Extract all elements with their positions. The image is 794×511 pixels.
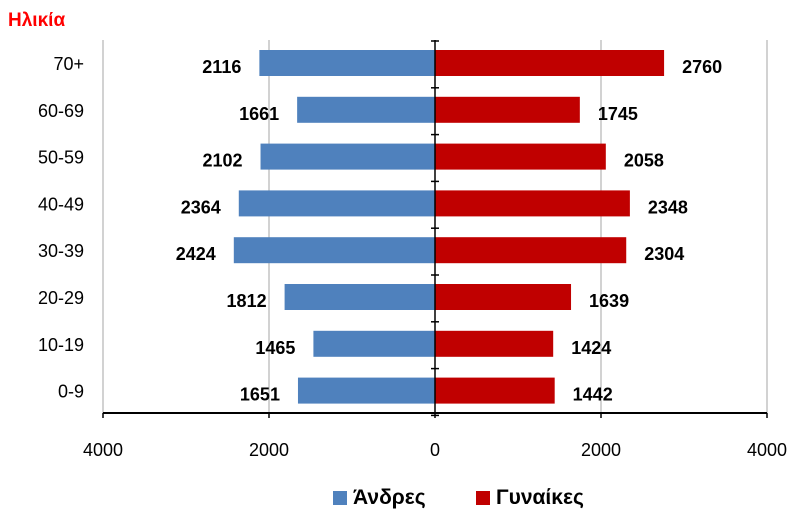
legend-label-men: Άνδρες [353,486,426,509]
bar-women [435,284,572,310]
legend-label-women: Γυναίκες [496,486,584,509]
bar-men [238,190,435,217]
category-label: 10-19 [38,335,84,355]
data-label-men: 1812 [227,291,267,311]
bar-men [284,284,435,310]
category-label: 0-9 [58,382,84,402]
data-label-women: 1745 [598,104,638,124]
labels: 70+ 2116 2760 60-69 1661 1745 50-59 2102 2058 40-… [38,54,787,460]
bar-women [435,190,630,217]
data-label-men: 2364 [181,197,221,217]
data-label-men: 1651 [240,385,280,405]
bar-men [313,330,435,357]
bar-men [297,96,435,123]
bar-women [435,50,665,76]
x-tick-label: 0 [430,440,440,460]
chart-title: Ηλικία [8,10,66,31]
data-label-men: 2424 [176,244,216,264]
bar-women [435,237,627,264]
x-tick-label: 4000 [83,440,123,460]
category-label: 60-69 [38,101,84,121]
bar-women [435,330,554,357]
bar-men [259,50,435,76]
x-tick-label: 2000 [249,440,289,460]
x-tick-label: 2000 [581,440,621,460]
data-label-men: 2116 [202,57,241,77]
data-label-men: 1661 [239,104,279,124]
data-label-women: 2760 [682,57,722,77]
bar-men [297,377,435,404]
data-label-women: 1639 [589,291,629,311]
bars [233,50,665,404]
bar-women [435,377,555,404]
data-label-women: 2348 [648,197,688,217]
category-label: 50-59 [38,148,84,168]
legend-swatch-women [476,491,490,505]
legend-swatch-men [333,491,347,505]
gridlines [102,40,768,413]
data-label-women: 2304 [644,244,684,264]
legend: Άνδρες Γυναίκες [0,484,794,510]
category-label: 30-39 [38,241,84,261]
bar-women [435,96,580,123]
data-label-women: 2058 [624,151,664,171]
bar-men [233,237,435,264]
data-label-women: 1424 [571,338,611,358]
legend-item-men: Άνδρες [333,486,426,510]
bar-men [260,143,435,170]
x-tick-label: 4000 [747,440,787,460]
axes [102,40,768,418]
data-label-men: 1465 [255,338,295,358]
category-label: 20-29 [38,288,84,308]
data-label-women: 1442 [573,385,613,405]
category-label: 40-49 [38,194,84,214]
bar-women [435,143,606,170]
category-label: 70+ [53,54,84,74]
data-label-men: 2102 [202,151,242,171]
legend-item-women: Γυναίκες [476,486,584,510]
